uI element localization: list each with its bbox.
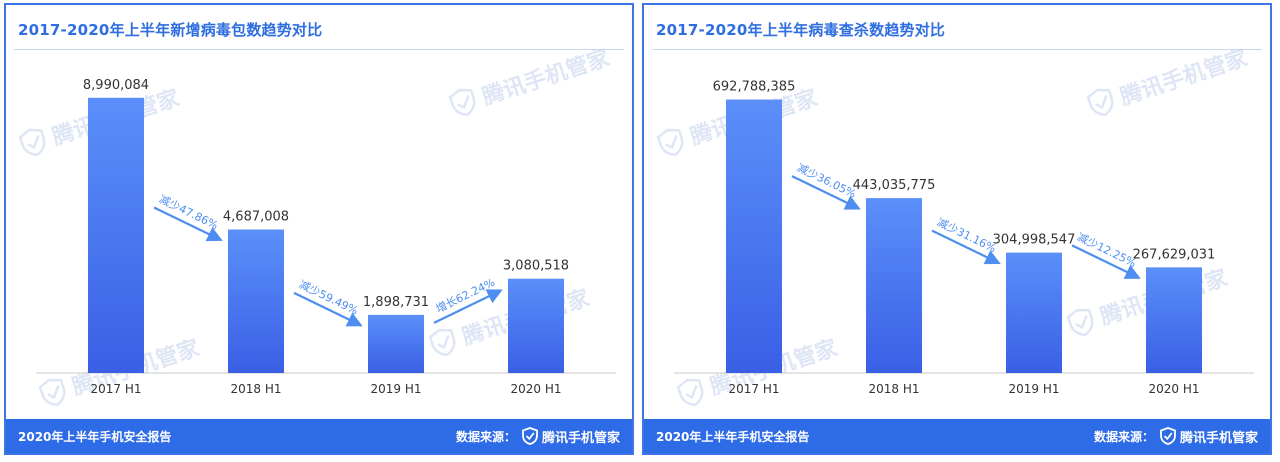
shield-icon: [1160, 427, 1176, 445]
x-tick-label: 2020 H1: [1148, 382, 1199, 396]
x-tick-label: 2019 H1: [1008, 382, 1059, 396]
x-tick-label: 2020 H1: [510, 382, 561, 396]
x-tick-label: 2017 H1: [728, 382, 779, 396]
panel-footer: 2020年上半年手机安全报告 数据来源： 腾讯手机管家: [644, 419, 1270, 453]
chart-panel-virus-kills: 2017-2020年上半年病毒查杀数趋势对比 腾讯手机管家 腾讯手机管家 腾讯手…: [642, 3, 1272, 455]
panel-header: 2017-2020年上半年新增病毒包数趋势对比: [6, 5, 632, 51]
x-tick-label: 2017 H1: [90, 382, 141, 396]
bar: [866, 198, 922, 373]
data-label: 1,898,731: [363, 295, 429, 310]
shield-icon: [522, 427, 538, 445]
trend-arrow: [293, 291, 363, 327]
data-label: 304,998,547: [993, 233, 1076, 248]
bar: [368, 314, 424, 373]
x-tick-label: 2019 H1: [370, 382, 421, 396]
data-label: 4,687,008: [223, 210, 289, 225]
data-label: 443,035,775: [853, 178, 936, 193]
header-divider: [652, 49, 1262, 50]
footer-source-label: 数据来源：: [1093, 429, 1154, 444]
data-label: 267,629,031: [1133, 247, 1216, 262]
trend-arrow: [791, 175, 861, 210]
header-divider: [14, 49, 624, 50]
trend-arrow: [433, 289, 503, 324]
bar: [1006, 252, 1062, 373]
bar-chart: 692,788,385 2017 H1 443,035,775 2018 H1 304,…: [674, 80, 1254, 396]
bar: [88, 97, 144, 374]
footer-brand: 腾讯手机管家: [541, 430, 620, 446]
chart-title: 2017-2020年上半年病毒查杀数趋势对比: [656, 21, 946, 39]
footer-source-label: 数据来源：: [455, 429, 516, 444]
chart-title: 2017-2020年上半年新增病毒包数趋势对比: [18, 21, 323, 39]
footer-source: 数据来源： 腾讯手机管家: [456, 427, 620, 446]
chart-panel-new-virus: 2017-2020年上半年新增病毒包数趋势对比 腾讯手机管家 腾讯手机管家 腾讯…: [4, 3, 634, 455]
footer-source: 数据来源： 腾讯手机管家: [1094, 427, 1258, 446]
panel-header: 2017-2020年上半年病毒查杀数趋势对比: [644, 5, 1270, 51]
panel-footer: 2020年上半年手机安全报告 数据来源： 腾讯手机管家: [6, 419, 632, 453]
data-label: 8,990,084: [83, 78, 149, 93]
x-tick-label: 2018 H1: [230, 382, 281, 396]
bar: [508, 278, 564, 373]
x-tick-label: 2018 H1: [868, 382, 919, 396]
bar: [726, 99, 782, 374]
trend-arrow: [1071, 244, 1141, 279]
footer-report-title: 2020年上半年手机安全报告: [18, 429, 172, 444]
bar-chart: 8,990,084 2017 H1 4,687,008 2018 H1 1,898,73…: [36, 78, 616, 396]
footer-report-title: 2020年上半年手机安全报告: [656, 429, 810, 444]
data-label: 3,080,518: [503, 259, 569, 274]
trend-arrow: [153, 206, 223, 242]
bar: [228, 229, 284, 373]
data-label: 692,788,385: [713, 80, 796, 95]
trend-arrow: [931, 229, 1001, 265]
bar: [1146, 267, 1202, 373]
footer-brand: 腾讯手机管家: [1179, 430, 1258, 446]
change-annotation: 增长62.24%: [433, 275, 497, 316]
